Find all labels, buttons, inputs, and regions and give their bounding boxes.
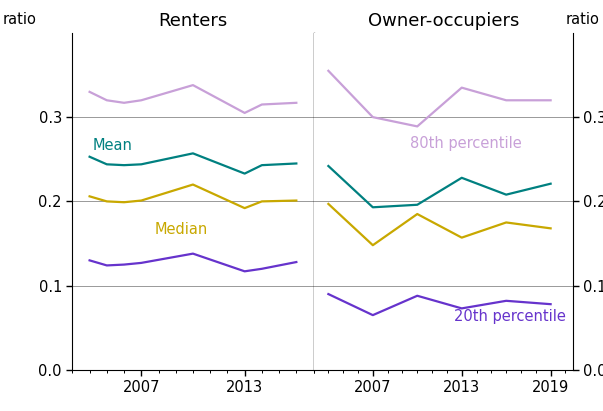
Title: Owner-occupiers: Owner-occupiers xyxy=(367,12,519,30)
Text: ratio: ratio xyxy=(566,12,600,27)
Text: 80th percentile: 80th percentile xyxy=(410,136,522,151)
Text: Median: Median xyxy=(155,222,208,238)
Text: ratio: ratio xyxy=(3,12,37,27)
Text: 20th percentile: 20th percentile xyxy=(454,309,566,323)
Title: Renters: Renters xyxy=(159,12,227,30)
Text: Mean: Mean xyxy=(93,138,133,152)
